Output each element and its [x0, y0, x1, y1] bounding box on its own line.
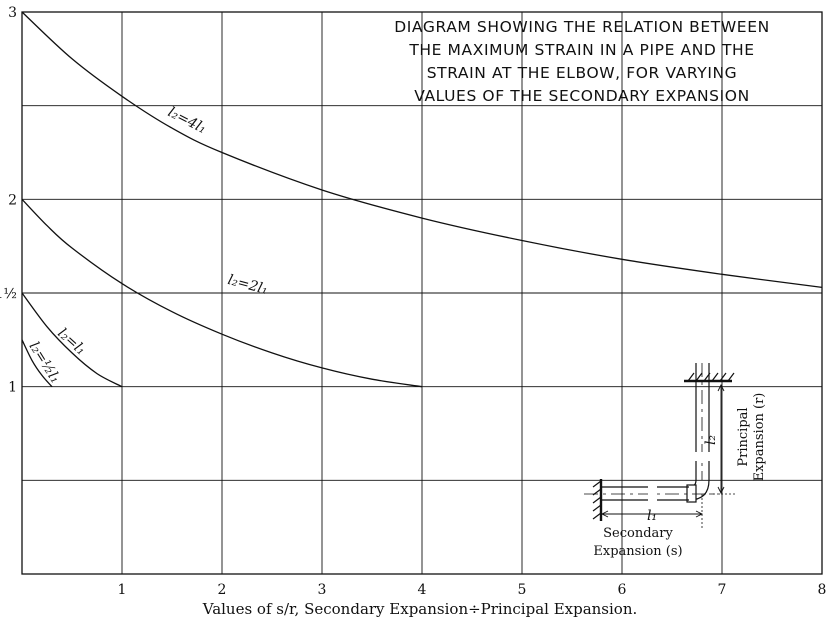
- curve-label: l₂=l₁: [54, 325, 88, 358]
- left-anchor-hatch: [592, 480, 602, 520]
- vertical-pipe-gap: [692, 452, 714, 461]
- chart-title: DIAGRAM SHOWING THE RELATION BETWEEN THE…: [394, 18, 770, 105]
- principal-label-line-2: Expansion (r): [752, 393, 767, 482]
- x-tick-label: 4: [418, 582, 427, 598]
- curve-label: l₂=2l₁: [226, 272, 270, 298]
- curve-series-line: [21, 292, 123, 388]
- principal-arrow-heads: [717, 383, 725, 495]
- y-tick-label: 3: [8, 5, 17, 21]
- pipe-elbow-sketch: [584, 363, 735, 528]
- curve-label: l₂=4l₁: [165, 104, 209, 137]
- title-line-3: STRAIN AT THE ELBOW, FOR VARYING: [427, 64, 738, 82]
- x-tick-label: 6: [618, 582, 627, 598]
- x-axis-label: Values of s/r, Secondary Expansion÷Princ…: [202, 600, 638, 618]
- curve-series-line: [21, 11, 823, 289]
- secondary-label-line-2: Expansion (s): [593, 544, 682, 559]
- curve-series-line: [21, 198, 423, 388]
- x-tick-label: 8: [818, 582, 827, 598]
- y-tick-label: 1: [8, 380, 17, 396]
- l2-label: l₂: [703, 435, 719, 445]
- y-tick-label: 2: [8, 192, 17, 208]
- y-tick-label: 1½: [0, 286, 17, 302]
- x-tick-labels: 1 2 3 4 5 6 7 8: [118, 582, 827, 598]
- x-tick-label: 3: [318, 582, 327, 598]
- title-line-1: DIAGRAM SHOWING THE RELATION BETWEEN: [394, 18, 770, 36]
- x-tick-label: 7: [718, 582, 727, 598]
- l1-label: l₁: [647, 508, 657, 524]
- curves-layer: [21, 11, 823, 388]
- x-tick-label: 2: [218, 582, 227, 598]
- elbow-flange: [686, 484, 697, 503]
- title-line-2: THE MAXIMUM STRAIN IN A PIPE AND THE: [408, 41, 754, 59]
- principal-label-line-1: Principal: [736, 407, 751, 466]
- y-tick-labels: 3 2 1½ 1: [0, 5, 17, 396]
- top-anchor-hatch: [687, 372, 735, 382]
- horizontal-pipe-gap: [648, 484, 657, 503]
- title-line-4: VALUES OF THE SECONDARY EXPANSION: [414, 87, 750, 105]
- x-tick-label: 1: [118, 582, 127, 598]
- curve-series-line: [21, 339, 53, 388]
- x-tick-label: 5: [518, 582, 527, 598]
- secondary-label-line-1: Secondary: [603, 526, 673, 541]
